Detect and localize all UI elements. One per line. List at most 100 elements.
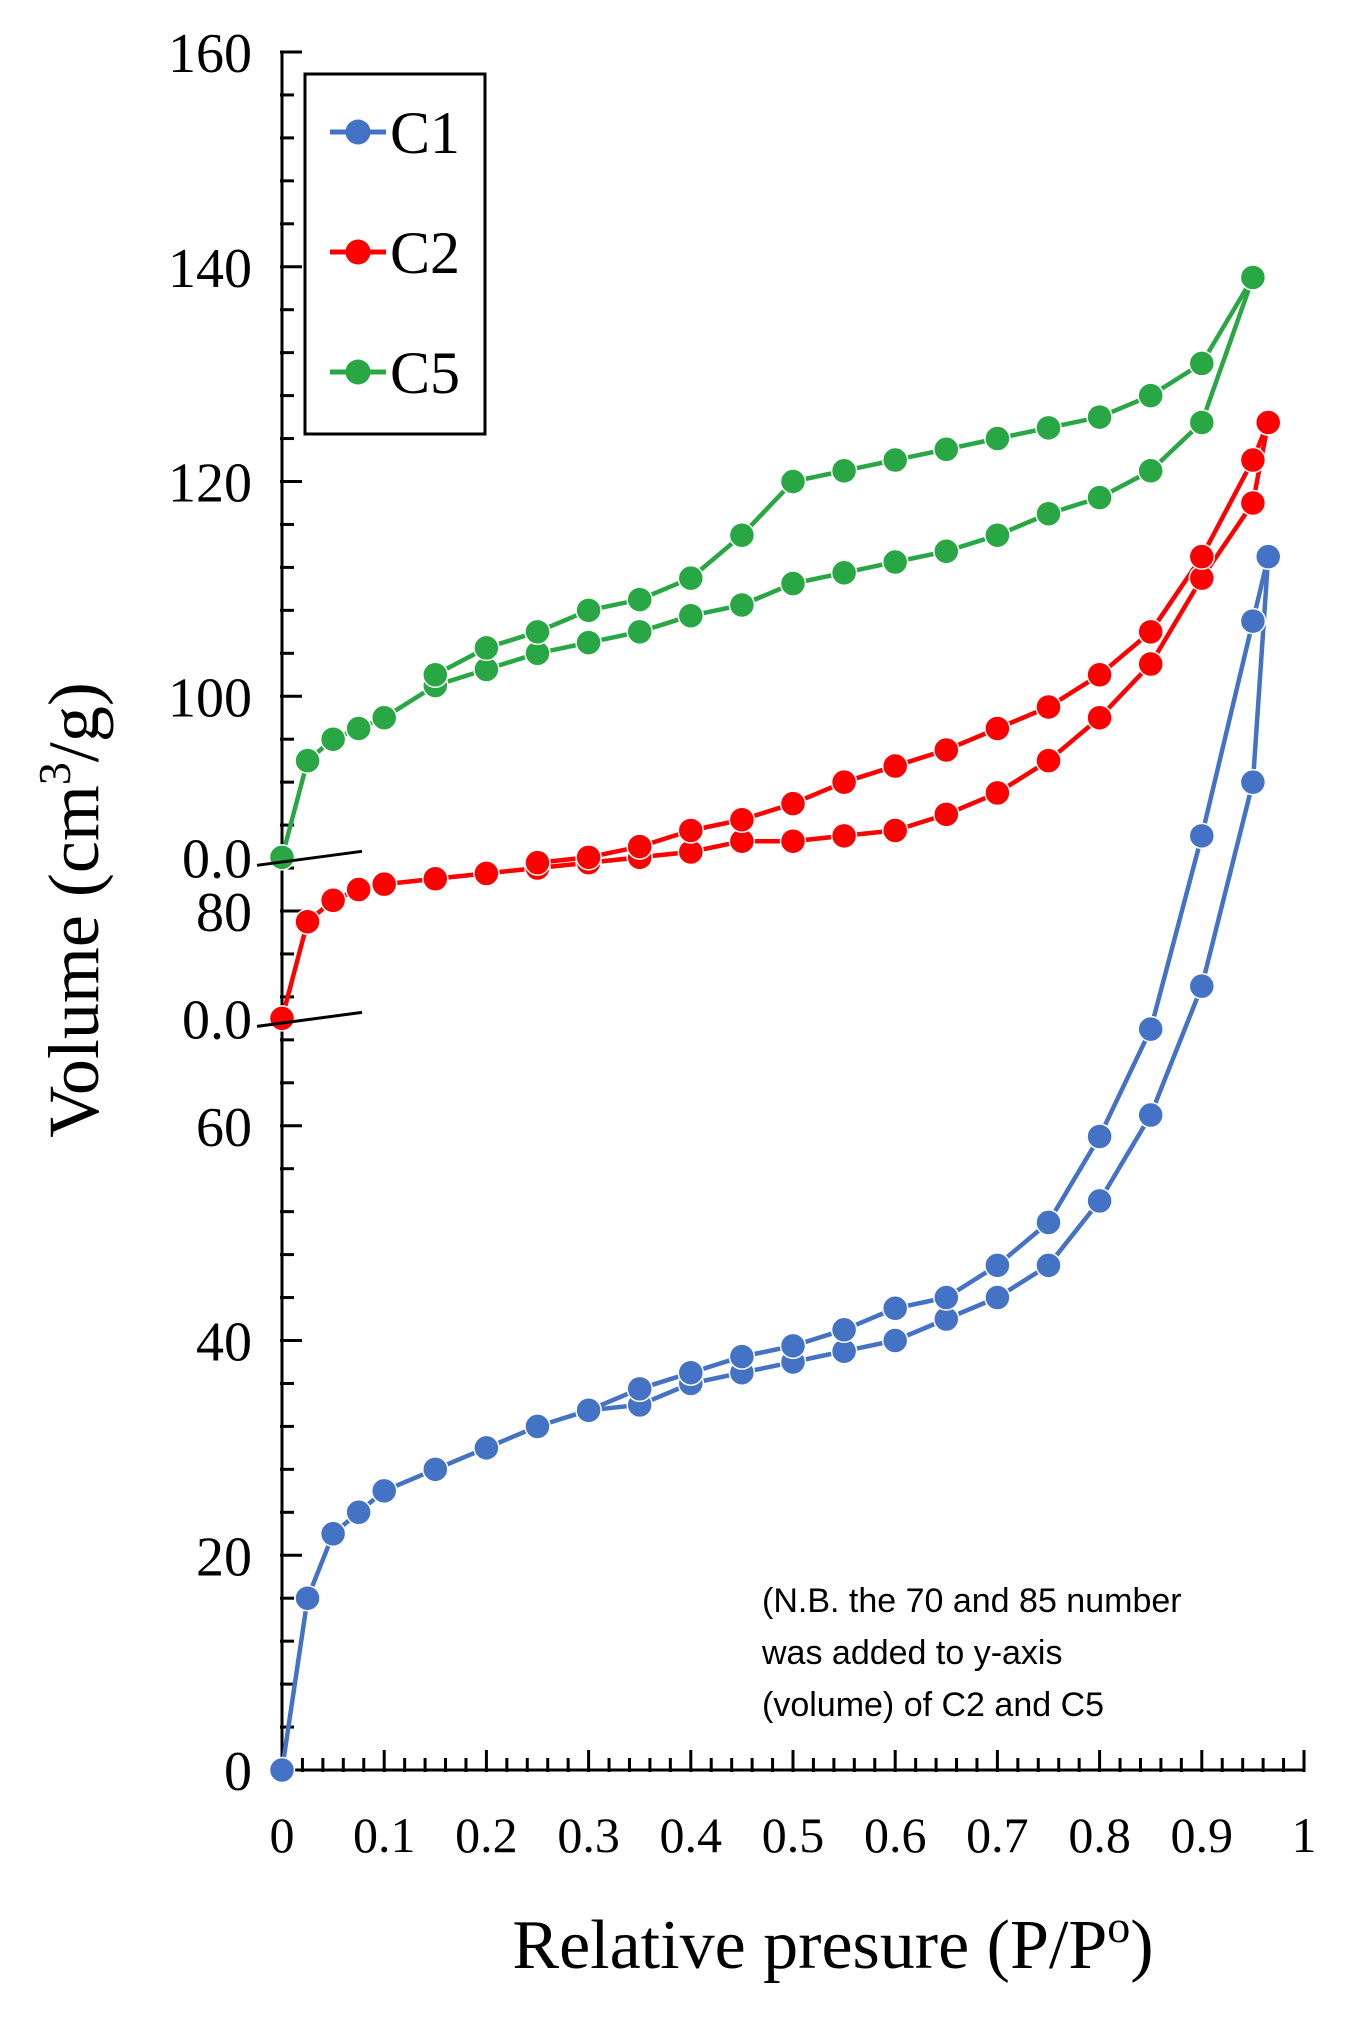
c5-desorption-point (933, 436, 960, 463)
c5-adsorption-point (933, 538, 960, 565)
c2-adsorption-point (1137, 650, 1164, 678)
c5-desorption-point (1137, 382, 1164, 409)
c1-desorption-point (984, 1252, 1011, 1279)
c2-adsorption-point (1086, 704, 1113, 731)
y-tick-label: 20 (196, 1526, 252, 1588)
c1-desorption-point (1188, 822, 1216, 850)
c2-desorption-point (984, 715, 1011, 742)
c5-adsorption-point (268, 844, 296, 871)
c2-desorption-point (575, 844, 602, 871)
c5-desorption-point (677, 564, 705, 592)
c5-desorption-point (881, 446, 909, 474)
legend-marker-c5 (345, 359, 371, 385)
y-tick-label: 60 (196, 1097, 252, 1159)
series-c5 (268, 264, 1267, 871)
c5-desorption-point (1035, 414, 1062, 442)
c5-desorption-point (984, 425, 1011, 452)
c1-adsorption-point (1086, 1187, 1113, 1215)
offset-label-c2: 0.0 (182, 989, 252, 1051)
c1-desorption-point (779, 1332, 807, 1360)
c5-desorption-point (575, 597, 602, 624)
c5-adsorption-point (1137, 457, 1164, 485)
c5-adsorption-point (294, 747, 321, 774)
offset-label-c5: 0.0 (182, 828, 252, 890)
c2-desorption-line (537, 421, 1271, 865)
c1-adsorption-point (268, 1756, 296, 1784)
c1-desorption-point (728, 1343, 756, 1370)
c5-desorption-point (1086, 403, 1113, 431)
x-tick-label: 0.8 (1068, 1807, 1131, 1863)
c5-adsorption-point (779, 570, 807, 597)
c5-desorption-point (626, 586, 653, 613)
c1-adsorption-point (524, 1413, 551, 1440)
c2-adsorption-point (294, 908, 321, 935)
c5-adsorption-point (984, 521, 1011, 549)
c1-adsorption-point (1239, 768, 1267, 796)
c1-adsorption-point (1188, 972, 1216, 1000)
annotation-line: (N.B. the 70 and 85 number (762, 1582, 1182, 1620)
c2-adsorption-point (268, 1005, 296, 1032)
y-tick-label: 40 (196, 1312, 252, 1374)
c2-desorption-point (1254, 409, 1282, 436)
c5-adsorption-point (1086, 484, 1113, 511)
y-tick-label: 80 (196, 882, 252, 944)
c2-desorption-point (677, 817, 705, 844)
c5-adsorption-point (728, 591, 756, 619)
c1-desorption-point (575, 1397, 602, 1424)
c5-desorption-point (728, 521, 756, 549)
legend: C1 C2 C5 (303, 72, 487, 436)
c2-desorption-point (524, 849, 551, 876)
c5-adsorption-point (1188, 409, 1216, 436)
c2-desorption-point (1188, 543, 1216, 570)
c1-desorption-point (677, 1359, 705, 1386)
x-tick-label: 0 (270, 1807, 295, 1863)
c2-adsorption-point (1239, 489, 1267, 517)
c2-desorption-point (1137, 618, 1164, 646)
c5-desorption-point (1188, 350, 1216, 377)
c2-desorption-point (1239, 446, 1267, 474)
series-layer (268, 264, 1282, 1784)
c5-adsorption-line (279, 276, 1256, 858)
legend-label-c5: C5 (390, 340, 460, 406)
c5-adsorption-point (370, 704, 398, 731)
c2-desorption-point (626, 833, 653, 860)
y-tick-label: 0 (224, 1741, 252, 1803)
c2-desorption-point (1035, 693, 1062, 721)
y-tick-label: 100 (168, 667, 252, 729)
c5-desorption-point (1239, 264, 1267, 291)
c2-desorption-point (728, 806, 756, 833)
c1-desorption-point (626, 1375, 653, 1403)
c5-desorption-point (422, 661, 449, 689)
c5-adsorption-point (575, 629, 602, 656)
c5-desorption-point (524, 618, 551, 646)
c5-adsorption-point (677, 602, 705, 629)
x-axis-title: Relative presure (P/Po) (512, 1901, 1153, 1984)
c5-adsorption-point (626, 618, 653, 646)
x-tick-label: 0.2 (455, 1807, 518, 1863)
c2-adsorption-point (1035, 747, 1062, 774)
c5-desorption-point (830, 457, 858, 485)
x-tick-label: 0.4 (660, 1807, 723, 1863)
legend-label-c2: C2 (390, 220, 460, 286)
annotation-note: (N.B. the 70 and 85 number was added to y… (761, 1582, 1182, 1724)
y-tick-label: 120 (168, 453, 252, 515)
x-tick-label: 0.6 (864, 1807, 927, 1863)
c1-adsorption-point (473, 1434, 500, 1462)
y-axis-title: Volume (cm3/g) (29, 682, 114, 1138)
c2-adsorption-point (984, 779, 1011, 807)
c5-adsorption-point (1035, 500, 1062, 527)
c1-adsorption-point (370, 1477, 398, 1505)
annotation-line: was added to y-axis (761, 1634, 1063, 1672)
c1-desorption-point (1239, 607, 1267, 635)
x-tick-label: 0.7 (966, 1807, 1029, 1863)
c2-adsorption-point (779, 827, 807, 855)
series-c2 (268, 409, 1282, 1032)
c2-adsorption-point (319, 887, 347, 914)
c2-adsorption-point (345, 876, 372, 903)
c2-adsorption-point (881, 817, 909, 844)
x-tick-label: 0.9 (1171, 1807, 1234, 1863)
x-tick-label: 0.3 (557, 1807, 620, 1863)
c2-desorption-point (1086, 661, 1113, 689)
